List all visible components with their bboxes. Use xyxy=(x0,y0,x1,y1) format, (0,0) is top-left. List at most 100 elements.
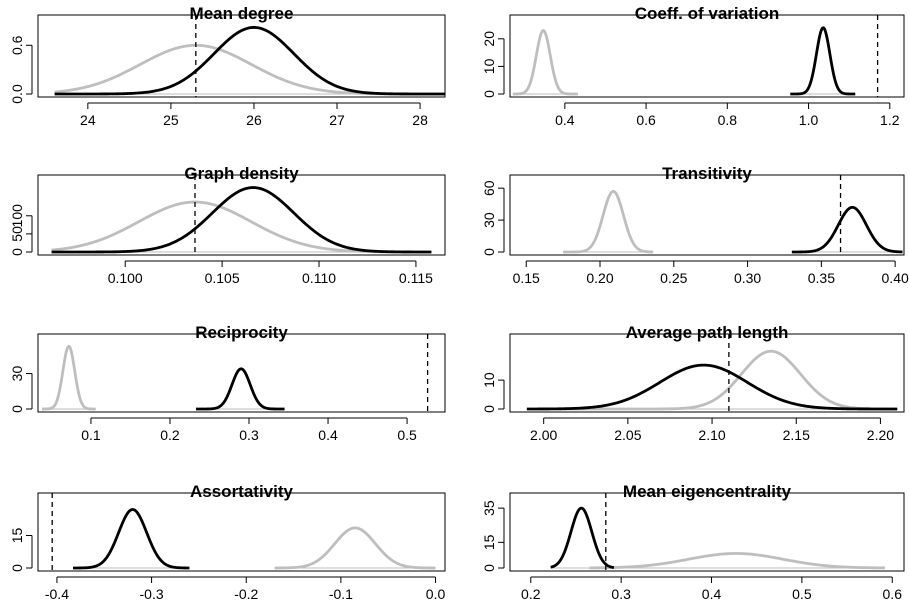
x-tick-label: 0.3 xyxy=(239,427,259,443)
x-tick-label: 0.4 xyxy=(318,427,338,443)
plot-frame xyxy=(509,174,905,256)
x-tick-label: 0.2 xyxy=(521,586,541,602)
x-tick-label: 2.00 xyxy=(530,427,557,443)
x-tick-label: 0.6 xyxy=(883,586,903,602)
x-tick-label: 1.2 xyxy=(880,112,900,128)
panel-title: Mean degree xyxy=(190,4,294,23)
density-curve-null-model xyxy=(589,552,886,570)
panel-average-path-length: 2.00 2.05 2.10 2.15 2.20 0 10 Average path leng… xyxy=(481,323,905,443)
panel-mean-degree: 24 25 26 27 28 0.0 0.6 Mean degree xyxy=(9,4,446,128)
density-curve-null-model xyxy=(511,29,579,96)
density-curve-observed-fit xyxy=(51,186,432,254)
plot-frame xyxy=(37,14,446,98)
y-tick-label: 50 xyxy=(9,226,25,242)
plot-frame xyxy=(509,492,905,572)
x-tick-label: 0.105 xyxy=(205,270,240,286)
plot-frame xyxy=(37,333,446,413)
y-tick-label: 15 xyxy=(481,534,497,550)
y-tick-label: 0 xyxy=(9,405,25,413)
x-tick-label: 0.25 xyxy=(660,270,687,286)
x-tick-label: 28 xyxy=(412,112,428,128)
x-tick-label: 0.4 xyxy=(555,112,575,128)
density-curve-null-model xyxy=(51,200,432,254)
panel-title: Reciprocity xyxy=(195,323,288,342)
x-tick-label: 0.5 xyxy=(397,427,417,443)
plot-frame xyxy=(37,174,446,256)
plot-frame xyxy=(509,333,905,413)
x-tick-label: 0.110 xyxy=(302,270,336,286)
density-curve-observed-fit xyxy=(549,506,616,569)
plot-frame xyxy=(37,492,446,572)
panel-title: Coeff. of variation xyxy=(635,4,780,23)
density-curve-observed-fit xyxy=(72,508,191,570)
x-tick-label: 26 xyxy=(246,112,262,128)
y-tick-label: 0 xyxy=(9,564,25,572)
x-tick-label: -0.1 xyxy=(329,586,353,602)
x-tick-label: 0.1 xyxy=(81,427,101,443)
x-tick-label: 27 xyxy=(329,112,345,128)
plot-frame xyxy=(509,14,905,98)
x-tick-label: -0.4 xyxy=(45,586,69,602)
y-tick-label: 20 xyxy=(481,31,497,47)
y-tick-label: 30 xyxy=(9,366,25,382)
x-tick-label: 0.20 xyxy=(586,270,613,286)
y-tick-label: 0.6 xyxy=(9,35,25,55)
y-tick-label: 30 xyxy=(481,212,497,228)
x-tick-label: 2.05 xyxy=(614,427,641,443)
x-tick-label: 24 xyxy=(80,112,96,128)
x-tick-label: 0.15 xyxy=(513,270,540,286)
y-tick-label: 0 xyxy=(481,90,497,98)
y-tick-label: 35 xyxy=(481,500,497,516)
panel-transitivity: 0.15 0.20 0.25 0.30 0.35 0.40 0 30 60 Transitivit… xyxy=(481,164,909,286)
density-curve-observed-fit xyxy=(789,26,857,96)
density-curve-observed-fit xyxy=(54,26,445,96)
y-tick-label: 10 xyxy=(481,58,497,74)
x-tick-label: 0.5 xyxy=(792,586,812,602)
panel-mean-eigencentrality: 0.2 0.3 0.4 0.5 0.6 0 15 35 Mean eigencentrality xyxy=(481,482,905,602)
panel-coeff-of-variation: 0.4 0.6 0.8 1.0 1.2 0 10 20 Coeff. of variation xyxy=(481,4,905,128)
density-curve-observed-fit xyxy=(195,367,286,411)
x-tick-label: 1.0 xyxy=(799,112,819,128)
x-tick-label: -0.2 xyxy=(234,586,258,602)
density-curve-observed-fit xyxy=(526,363,898,411)
y-tick-label: 60 xyxy=(481,180,497,196)
density-curve-observed-fit xyxy=(790,205,904,254)
x-tick-label: 0.35 xyxy=(808,270,835,286)
panel-assortativity: -0.4 -0.3 -0.2 -0.1 0.0 0 15 Assortativity xyxy=(9,482,446,602)
x-tick-label: 0.30 xyxy=(734,270,761,286)
y-tick-label: 0.0 xyxy=(9,84,25,104)
y-tick-label: 15 xyxy=(9,528,25,544)
x-tick-label: -0.3 xyxy=(140,586,164,602)
x-tick-label: 25 xyxy=(163,112,179,128)
panel-title: Transitivity xyxy=(662,164,752,183)
density-curve-null-model xyxy=(54,43,445,96)
y-tick-label: 0 xyxy=(9,248,25,256)
y-tick-label: 10 xyxy=(481,372,497,388)
x-tick-label: 0.4 xyxy=(702,586,722,602)
panel-title: Graph density xyxy=(184,164,299,183)
x-tick-label: 2.10 xyxy=(698,427,725,443)
panel-reciprocity: 0.1 0.2 0.3 0.4 0.5 0 30 Reciprocity xyxy=(9,323,446,443)
y-tick-label: 0 xyxy=(481,564,497,572)
x-tick-label: 2.15 xyxy=(783,427,810,443)
x-tick-label: 2.20 xyxy=(867,427,894,443)
density-curve-null-model xyxy=(273,526,437,570)
x-tick-label: 0.40 xyxy=(882,270,909,286)
x-tick-label: 0.6 xyxy=(636,112,656,128)
x-tick-label: 0.3 xyxy=(611,586,631,602)
panel-title: Mean eigencentrality xyxy=(623,482,792,501)
panel-title: Average path length xyxy=(626,323,789,342)
x-tick-label: 0.100 xyxy=(108,270,143,286)
x-tick-label: 0.2 xyxy=(160,427,180,443)
y-tick-label: 0 xyxy=(481,248,497,256)
density-curve-null-model xyxy=(562,189,655,254)
y-tick-label: 100 xyxy=(9,204,25,228)
x-tick-label: 0.8 xyxy=(718,112,738,128)
panel-title: Assortativity xyxy=(190,482,294,501)
x-tick-label: 0.115 xyxy=(399,270,433,286)
y-tick-label: 0 xyxy=(481,405,497,413)
x-tick-label: 0.0 xyxy=(426,586,446,602)
density-curve-null-model xyxy=(40,344,97,411)
